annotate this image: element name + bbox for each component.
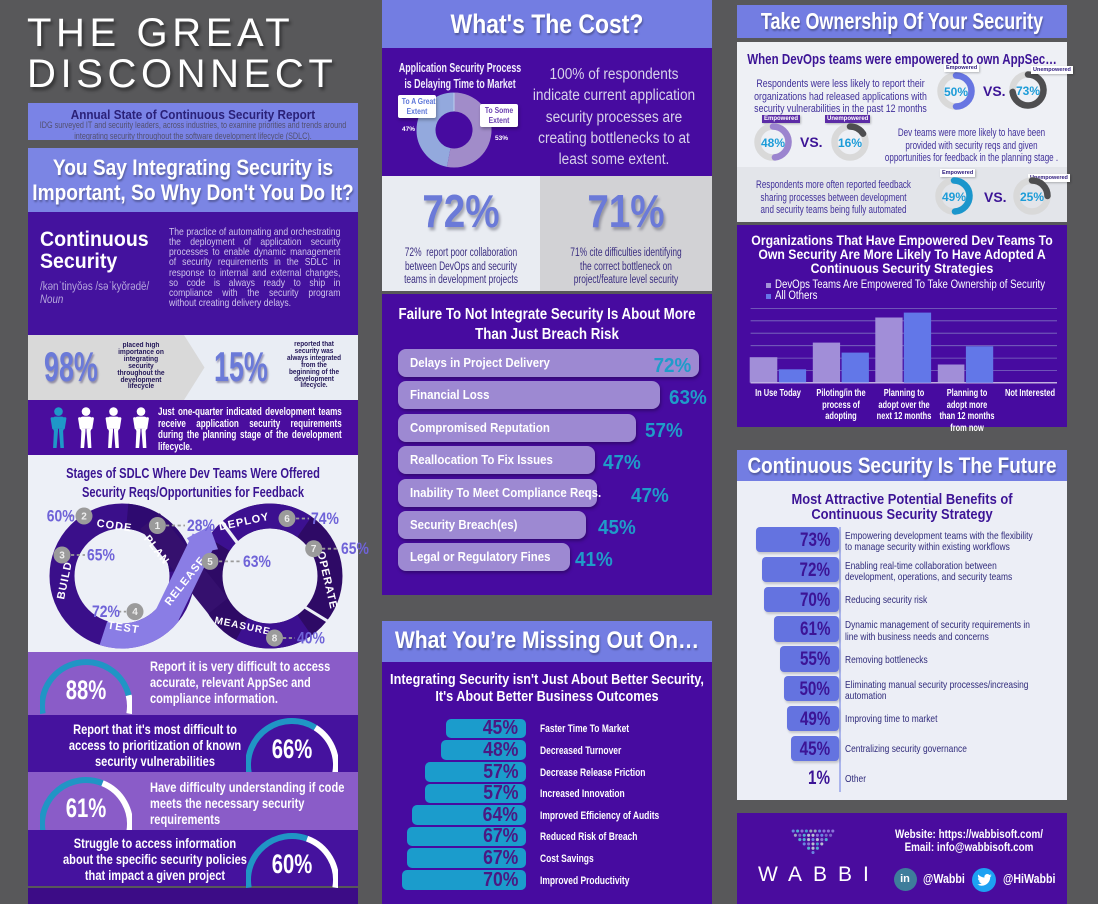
- svg-text:74%: 74%: [311, 510, 339, 529]
- svg-text:2: 2: [81, 512, 87, 523]
- svg-text:8: 8: [272, 634, 278, 645]
- svg-text:63%: 63%: [243, 553, 271, 572]
- svg-text:28%: 28%: [187, 517, 215, 536]
- svg-text:4: 4: [132, 607, 138, 618]
- svg-text:1: 1: [155, 521, 161, 532]
- svg-text:TEST: TEST: [107, 620, 141, 637]
- svg-text:40%: 40%: [297, 629, 325, 648]
- svg-text:5: 5: [207, 557, 213, 568]
- svg-text:3: 3: [59, 551, 65, 562]
- svg-text:60%: 60%: [47, 507, 75, 526]
- svg-text:CODE: CODE: [96, 518, 133, 535]
- svg-text:65%: 65%: [87, 546, 115, 565]
- svg-text:7: 7: [311, 544, 317, 555]
- svg-text:65%: 65%: [341, 540, 369, 559]
- svg-text:72%: 72%: [92, 603, 120, 622]
- svg-text:6: 6: [284, 514, 290, 525]
